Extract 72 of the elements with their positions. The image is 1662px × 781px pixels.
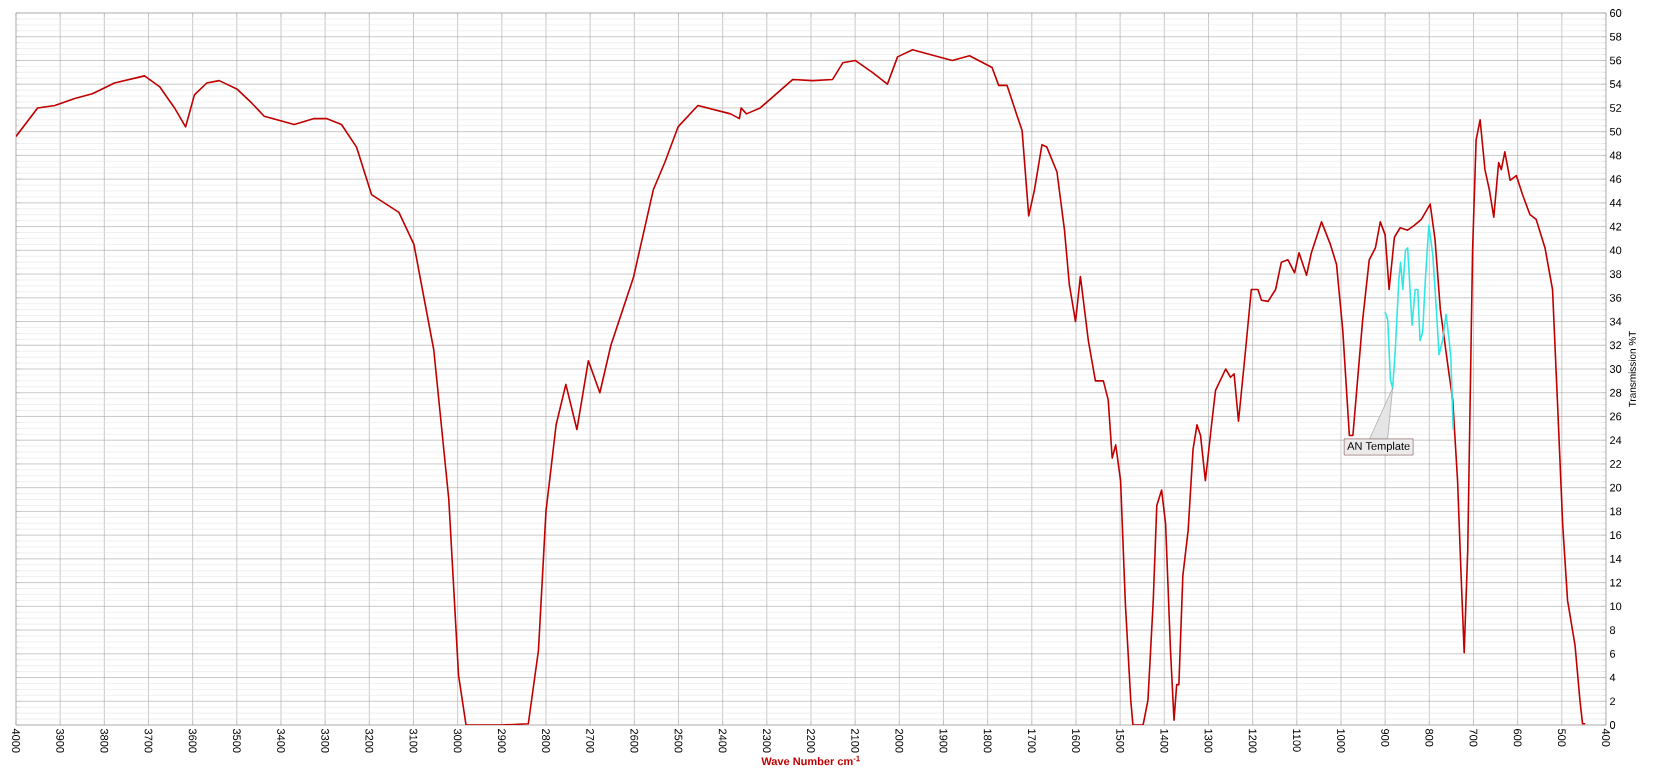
- y-tick-label: 38: [1609, 270, 1622, 278]
- y-axis-title: Transmission %T: [1628, 330, 1636, 408]
- y-tick-label: 20: [1610, 483, 1622, 492]
- x-tick-label: 3300: [321, 728, 330, 753]
- y-tick-label: 52: [1609, 104, 1622, 112]
- y-tick-label: 46: [1609, 175, 1622, 184]
- y-tick-label: 42: [1609, 222, 1622, 231]
- y-tick-label: 36: [1609, 293, 1622, 302]
- y-tick-label: 54: [1609, 80, 1622, 89]
- x-tick-label: 2900: [497, 729, 506, 753]
- x-tick-label: 700: [1469, 729, 1478, 747]
- x-tick-label: 800: [1425, 729, 1434, 747]
- y-tick-label: 26: [1610, 412, 1622, 421]
- x-tick-label: 3100: [409, 728, 418, 753]
- annotation: AN Template: [1347, 441, 1410, 453]
- y-tick-label: 0: [1609, 721, 1616, 729]
- x-tick-label: 1400: [1160, 729, 1169, 753]
- x-tick-label: 1900: [939, 729, 948, 753]
- x-tick-label: 1600: [1072, 729, 1080, 753]
- y-tick-label: 14: [1610, 555, 1622, 563]
- x-tick-label: 1200: [1248, 729, 1257, 753]
- x-tick-label: 2300: [762, 729, 771, 753]
- x-tick-label: 1500: [1116, 729, 1125, 753]
- y-tick-label: 18: [1610, 507, 1622, 516]
- x-tick-label: 3900: [56, 728, 65, 753]
- y-tick-label: 48: [1609, 151, 1622, 160]
- x-tick-label: 3000: [453, 728, 462, 753]
- y-tick-label: 60: [1610, 9, 1622, 17]
- x-tick-label: 2700: [586, 729, 595, 753]
- x-tick-label: 500: [1557, 728, 1566, 747]
- x-tick-label: 3200: [365, 728, 374, 753]
- y-tick-label: 58: [1609, 32, 1622, 41]
- y-tick-label: 50: [1609, 127, 1622, 136]
- x-tick-label: 900: [1381, 729, 1390, 747]
- y-tick-label: 32: [1609, 341, 1622, 350]
- y-tick-label: 8: [1609, 626, 1616, 634]
- y-tick-label: 10: [1610, 602, 1622, 611]
- x-tick-label: 3800: [100, 728, 109, 753]
- y-tick-label: 16: [1610, 531, 1622, 540]
- x-tick-label: 2500: [674, 729, 683, 753]
- y-tick-label: 22: [1610, 460, 1622, 468]
- x-tick-label: 1100: [1292, 729, 1301, 752]
- x-tick-label: 1700: [1027, 729, 1036, 753]
- x-tick-label: 1000: [1337, 729, 1345, 753]
- x-tick-label: 2600: [630, 729, 639, 753]
- y-tick-label: 40: [1609, 246, 1622, 255]
- x-tick-label: 2100: [851, 729, 860, 753]
- x-tick-label: 600: [1513, 729, 1522, 747]
- x-tick-label: 3700: [144, 728, 153, 753]
- line-series: [1384, 224, 1454, 431]
- y-tick-label: 12: [1610, 578, 1622, 587]
- y-tick-label: 6: [1610, 649, 1616, 658]
- x-axis-title: Wave Number cm$^{-1}$: [761, 755, 860, 766]
- x-tick-label: 2800: [542, 729, 550, 753]
- y-tick-label: 56: [1609, 56, 1622, 65]
- x-tick-label: 2200: [807, 729, 815, 753]
- x-tick-label: 1800: [983, 729, 992, 753]
- x-tick-label: 1300: [1204, 729, 1213, 753]
- y-tick-label: 28: [1610, 388, 1622, 397]
- x-tick-label: 400: [1602, 728, 1610, 747]
- y-tick-label: 2: [1610, 697, 1616, 706]
- x-tick-label: 3400: [277, 728, 285, 753]
- y-tick-label: 4: [1609, 673, 1616, 682]
- x-tick-label: 2400: [718, 729, 727, 753]
- x-tick-label: 2000: [895, 729, 904, 753]
- x-tick-label: 4000: [12, 728, 20, 753]
- y-tick-label: 44: [1609, 199, 1622, 207]
- x-tick-label: 3600: [188, 728, 197, 753]
- y-tick-label: 30: [1609, 365, 1622, 373]
- y-tick-label: 34: [1609, 317, 1622, 326]
- y-tick-label: 24: [1610, 436, 1622, 445]
- x-tick-label: 3500: [232, 728, 241, 753]
